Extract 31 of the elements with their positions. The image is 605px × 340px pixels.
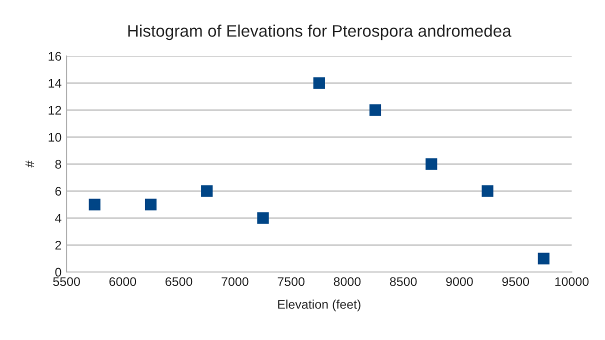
- y-tick-label: 12: [48, 106, 62, 115]
- point: [201, 185, 213, 197]
- point: [257, 212, 269, 224]
- x-axis-title: Elevation (feet): [278, 300, 360, 312]
- x-tick-label: 6500: [166, 277, 192, 286]
- y-tick-label: 4: [55, 214, 62, 223]
- x-tick-label: 8500: [390, 277, 417, 286]
- x-tick-label: 7500: [278, 277, 304, 286]
- chart-title: Histogram of Elevations for Pterospora andromedea: [128, 24, 512, 40]
- x-tick-label: 7000: [222, 277, 248, 286]
- y-tick-label: 6: [55, 186, 62, 196]
- y-tick-label: 16: [48, 52, 62, 61]
- point: [144, 198, 157, 210]
- x-tick-label: 10000: [555, 277, 589, 286]
- point: [369, 104, 382, 116]
- x-tick-label: 9000: [446, 277, 473, 286]
- y-tick-label: 2: [55, 240, 62, 250]
- x-tick-label: 8000: [334, 277, 361, 286]
- point: [538, 252, 550, 264]
- x-tick-label: 6000: [109, 277, 136, 286]
- point: [88, 198, 100, 210]
- x-tick-label: 9500: [502, 277, 530, 286]
- y-tick-label: 10: [48, 132, 62, 142]
- x-tick-label: 5500: [53, 277, 80, 286]
- y-tick-label: 8: [55, 160, 62, 169]
- point: [313, 77, 325, 89]
- y-tick-label: 0: [55, 268, 62, 277]
- y-tick-label: 14: [48, 79, 62, 88]
- y-axis-title: #: [26, 160, 34, 168]
- point: [482, 185, 494, 197]
- point: [426, 158, 438, 170]
